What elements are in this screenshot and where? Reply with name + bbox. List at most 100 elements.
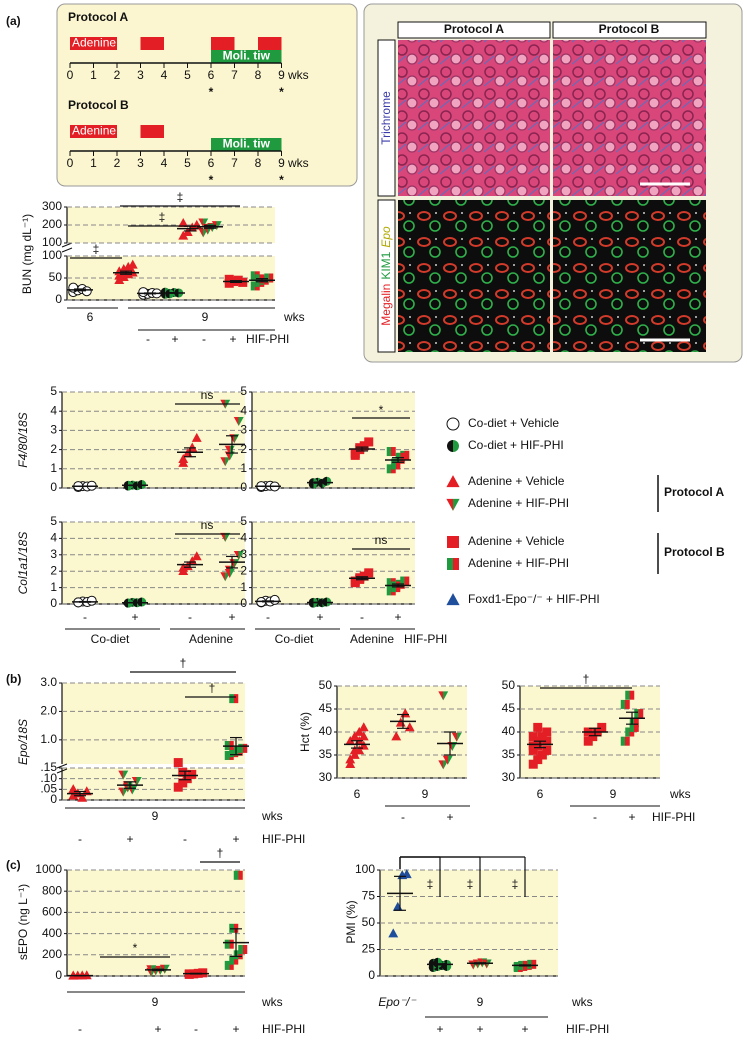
data-point bbox=[345, 759, 356, 769]
x-row-unit: wks bbox=[261, 995, 283, 1009]
y-tick-label: 30 bbox=[502, 770, 516, 784]
timeline-label: 2 bbox=[114, 156, 121, 170]
y-axis-title: BUN (mg dL⁻¹) bbox=[20, 214, 34, 294]
data-point bbox=[528, 759, 538, 769]
x-label: - bbox=[266, 610, 270, 624]
timeline-unit: wks bbox=[287, 156, 309, 170]
data-point bbox=[528, 745, 538, 755]
asterisk: * bbox=[209, 173, 214, 187]
data-point bbox=[178, 230, 189, 240]
data-point bbox=[404, 722, 415, 732]
data-point bbox=[349, 749, 360, 759]
data-point bbox=[620, 736, 630, 746]
y-tick-label: 0 bbox=[50, 596, 57, 610]
legend-group: Protocol B bbox=[664, 545, 725, 559]
data-point bbox=[625, 690, 635, 700]
data-point bbox=[349, 745, 360, 755]
x-label: + bbox=[521, 1022, 528, 1036]
y-tick-label: 5 bbox=[50, 384, 57, 398]
significance-label: * bbox=[379, 403, 384, 417]
y-tick-label: 25 bbox=[362, 942, 376, 956]
timeline-label: 7 bbox=[231, 156, 238, 170]
legend-marker bbox=[447, 536, 459, 548]
data-point bbox=[77, 792, 88, 802]
x-label: - bbox=[78, 1022, 82, 1036]
y-tick-label: 5 bbox=[240, 514, 247, 528]
x-label: - bbox=[188, 610, 192, 624]
data-point bbox=[322, 476, 332, 486]
y-tick-label: 0 bbox=[50, 792, 57, 806]
x-label: + bbox=[394, 610, 401, 624]
x-label: + bbox=[229, 332, 236, 346]
data-point bbox=[269, 594, 280, 605]
plot-background bbox=[67, 870, 245, 976]
x-label: Adenine bbox=[350, 632, 394, 646]
timeline-label: 3 bbox=[137, 68, 144, 82]
micrograph bbox=[398, 200, 550, 352]
significance-label: † bbox=[209, 681, 216, 695]
significance-label: ‡ bbox=[177, 190, 184, 204]
y-tick-label: 30 bbox=[319, 770, 333, 784]
row-header: Megalin KIM1 Epo bbox=[379, 226, 393, 326]
data-point bbox=[391, 460, 401, 470]
x-label: + bbox=[228, 610, 235, 624]
protocol-title: Protocol A bbox=[68, 10, 129, 24]
y-tick-label: 3 bbox=[50, 547, 57, 561]
x-label: + bbox=[131, 610, 138, 624]
data-point bbox=[442, 755, 453, 765]
y-tick-label: 4 bbox=[240, 403, 247, 417]
adenine-block bbox=[140, 37, 164, 50]
timeline-label: 1 bbox=[90, 156, 97, 170]
treatment-block bbox=[211, 50, 282, 63]
legend-marker bbox=[446, 417, 460, 431]
data-point bbox=[238, 743, 248, 753]
x-label: + bbox=[628, 810, 635, 824]
significance-label: † bbox=[583, 672, 590, 686]
data-point bbox=[220, 572, 231, 582]
data-point bbox=[528, 732, 538, 742]
micrograph bbox=[553, 40, 706, 196]
data-point bbox=[178, 562, 189, 572]
x-label: Co-diet bbox=[275, 632, 314, 646]
data-point bbox=[138, 287, 149, 298]
row-header-part: KIM1 bbox=[379, 251, 393, 279]
x-row-unit: HIF-PHI bbox=[262, 832, 305, 846]
plot-background bbox=[252, 392, 415, 488]
y-tick-label: 5 bbox=[50, 514, 57, 528]
x-label: - bbox=[83, 610, 87, 624]
data-point bbox=[364, 568, 374, 578]
data-point bbox=[127, 259, 138, 269]
adenine-block bbox=[211, 37, 235, 50]
y-tick-label: 4 bbox=[50, 531, 57, 545]
y-tick-label: 0 bbox=[55, 292, 62, 306]
y-tick-label: 1 bbox=[240, 461, 247, 475]
data-point bbox=[233, 550, 244, 560]
y-tick-label: 35 bbox=[502, 747, 516, 761]
x-label: + bbox=[154, 1022, 161, 1036]
plot-background bbox=[62, 522, 245, 604]
y-tick-label: 2 bbox=[50, 442, 57, 456]
x-label: 6 bbox=[537, 787, 544, 801]
y-tick-label: 2 bbox=[240, 442, 247, 456]
treatment-label: Moli. tiw bbox=[223, 49, 271, 63]
y-tick-label: 45 bbox=[502, 701, 516, 715]
data-point bbox=[238, 945, 248, 954]
adenine-block bbox=[258, 37, 282, 50]
x-label: + bbox=[171, 332, 178, 346]
data-point bbox=[588, 732, 598, 742]
data-point bbox=[137, 480, 147, 490]
y-axis-title: PMI (%) bbox=[344, 900, 358, 943]
y-tick-label: 50 bbox=[49, 270, 63, 284]
data-point bbox=[191, 551, 202, 561]
micrograph bbox=[398, 40, 550, 196]
data-point bbox=[400, 576, 410, 586]
y-tick-label: 0 bbox=[55, 968, 62, 982]
y-tick-label: 300 bbox=[42, 199, 62, 213]
data-point bbox=[533, 755, 543, 765]
data-point bbox=[224, 451, 235, 461]
timeline-label: 1 bbox=[90, 68, 97, 82]
x-label: + bbox=[476, 1022, 483, 1036]
axis-break bbox=[61, 242, 73, 253]
adenine-block bbox=[70, 125, 117, 138]
data-point bbox=[233, 950, 243, 960]
